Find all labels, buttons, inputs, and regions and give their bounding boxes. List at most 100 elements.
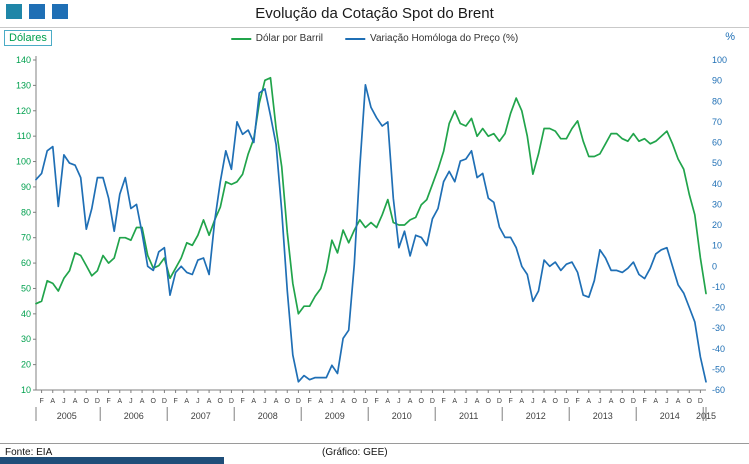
svg-text:2012: 2012 — [526, 411, 546, 421]
svg-text:60: 60 — [712, 138, 722, 148]
svg-text:-20: -20 — [712, 303, 725, 313]
svg-text:A: A — [586, 398, 591, 405]
svg-text:-30: -30 — [712, 323, 725, 333]
logo-square-icon — [52, 4, 68, 19]
legend-label: Dólar por Barril — [255, 33, 324, 44]
svg-text:J: J — [330, 398, 334, 405]
svg-text:90: 90 — [21, 182, 31, 192]
page-title: Evolução da Cotação Spot do Brent — [255, 5, 494, 22]
svg-text:A: A — [385, 398, 390, 405]
svg-text:D: D — [296, 398, 301, 405]
svg-text:D: D — [95, 398, 100, 405]
legend-item-price: Dólar por Barril — [230, 33, 324, 44]
svg-text:-60: -60 — [712, 385, 725, 395]
svg-text:130: 130 — [16, 80, 31, 90]
svg-text:A: A — [519, 398, 524, 405]
svg-text:J: J — [464, 398, 468, 405]
svg-text:2006: 2006 — [124, 411, 144, 421]
svg-text:2010: 2010 — [392, 411, 412, 421]
footer-divider — [0, 443, 749, 444]
svg-text:10: 10 — [21, 385, 31, 395]
svg-text:2005: 2005 — [57, 411, 77, 421]
svg-text:J: J — [129, 398, 133, 405]
legend-item-yoy: Variação Homóloga do Preço (%) — [345, 33, 518, 44]
svg-text:O: O — [218, 398, 224, 405]
svg-text:0: 0 — [712, 261, 717, 271]
svg-text:F: F — [575, 398, 579, 405]
svg-text:80: 80 — [712, 96, 722, 106]
svg-text:50: 50 — [712, 158, 722, 168]
svg-text:2013: 2013 — [593, 411, 613, 421]
svg-text:D: D — [363, 398, 368, 405]
svg-text:J: J — [397, 398, 401, 405]
svg-text:A: A — [117, 398, 122, 405]
svg-text:J: J — [62, 398, 66, 405]
svg-text:O: O — [419, 398, 425, 405]
svg-text:A: A — [475, 398, 480, 405]
svg-text:10: 10 — [712, 241, 722, 251]
svg-text:A: A — [452, 398, 457, 405]
svg-text:20: 20 — [21, 360, 31, 370]
logo-square-icon — [29, 4, 45, 19]
svg-text:A: A — [251, 398, 256, 405]
svg-text:F: F — [642, 398, 646, 405]
svg-text:2011: 2011 — [459, 411, 478, 421]
svg-text:F: F — [508, 398, 512, 405]
svg-text:40: 40 — [712, 179, 722, 189]
svg-text:O: O — [352, 398, 358, 405]
legend-label: Variação Homóloga do Preço (%) — [370, 33, 519, 44]
svg-text:70: 70 — [712, 117, 722, 127]
svg-text:J: J — [598, 398, 602, 405]
svg-text:20: 20 — [712, 220, 722, 230]
chart-legend: Dólar por Barril Variação Homóloga do Pr… — [230, 33, 518, 44]
svg-text:60: 60 — [21, 258, 31, 268]
svg-text:2014: 2014 — [660, 411, 680, 421]
svg-text:D: D — [631, 398, 636, 405]
svg-text:-40: -40 — [712, 344, 725, 354]
svg-text:F: F — [374, 398, 378, 405]
svg-text:O: O — [553, 398, 559, 405]
svg-text:D: D — [162, 398, 167, 405]
svg-text:30: 30 — [21, 334, 31, 344]
svg-text:F: F — [39, 398, 43, 405]
left-axis-title: Dólares — [4, 30, 52, 46]
svg-text:A: A — [408, 398, 413, 405]
footer-bar — [0, 457, 224, 464]
svg-text:O: O — [486, 398, 492, 405]
svg-text:O: O — [687, 398, 693, 405]
svg-text:A: A — [207, 398, 212, 405]
svg-text:A: A — [50, 398, 55, 405]
logo-square-icon — [6, 4, 22, 19]
svg-text:A: A — [341, 398, 346, 405]
svg-text:A: A — [653, 398, 658, 405]
svg-text:A: A — [140, 398, 145, 405]
svg-text:D: D — [229, 398, 234, 405]
source-label: Fonte: EIA — [5, 447, 53, 458]
svg-text:2008: 2008 — [258, 411, 278, 421]
svg-text:A: A — [318, 398, 323, 405]
svg-text:D: D — [497, 398, 502, 405]
svg-text:O: O — [620, 398, 626, 405]
svg-text:D: D — [430, 398, 435, 405]
svg-text:120: 120 — [16, 106, 31, 116]
svg-text:A: A — [274, 398, 279, 405]
svg-text:F: F — [173, 398, 177, 405]
svg-text:J: J — [665, 398, 669, 405]
svg-text:F: F — [106, 398, 110, 405]
svg-text:F: F — [307, 398, 311, 405]
svg-text:D: D — [698, 398, 703, 405]
svg-text:80: 80 — [21, 207, 31, 217]
svg-text:J: J — [196, 398, 200, 405]
svg-text:F: F — [441, 398, 445, 405]
svg-text:70: 70 — [21, 233, 31, 243]
svg-text:O: O — [151, 398, 157, 405]
svg-text:O: O — [84, 398, 90, 405]
svg-text:110: 110 — [17, 131, 31, 141]
svg-text:100: 100 — [712, 55, 727, 65]
svg-text:J: J — [263, 398, 267, 405]
svg-text:D: D — [564, 398, 569, 405]
svg-text:40: 40 — [21, 309, 31, 319]
svg-text:A: A — [184, 398, 189, 405]
svg-text:30: 30 — [712, 199, 722, 209]
